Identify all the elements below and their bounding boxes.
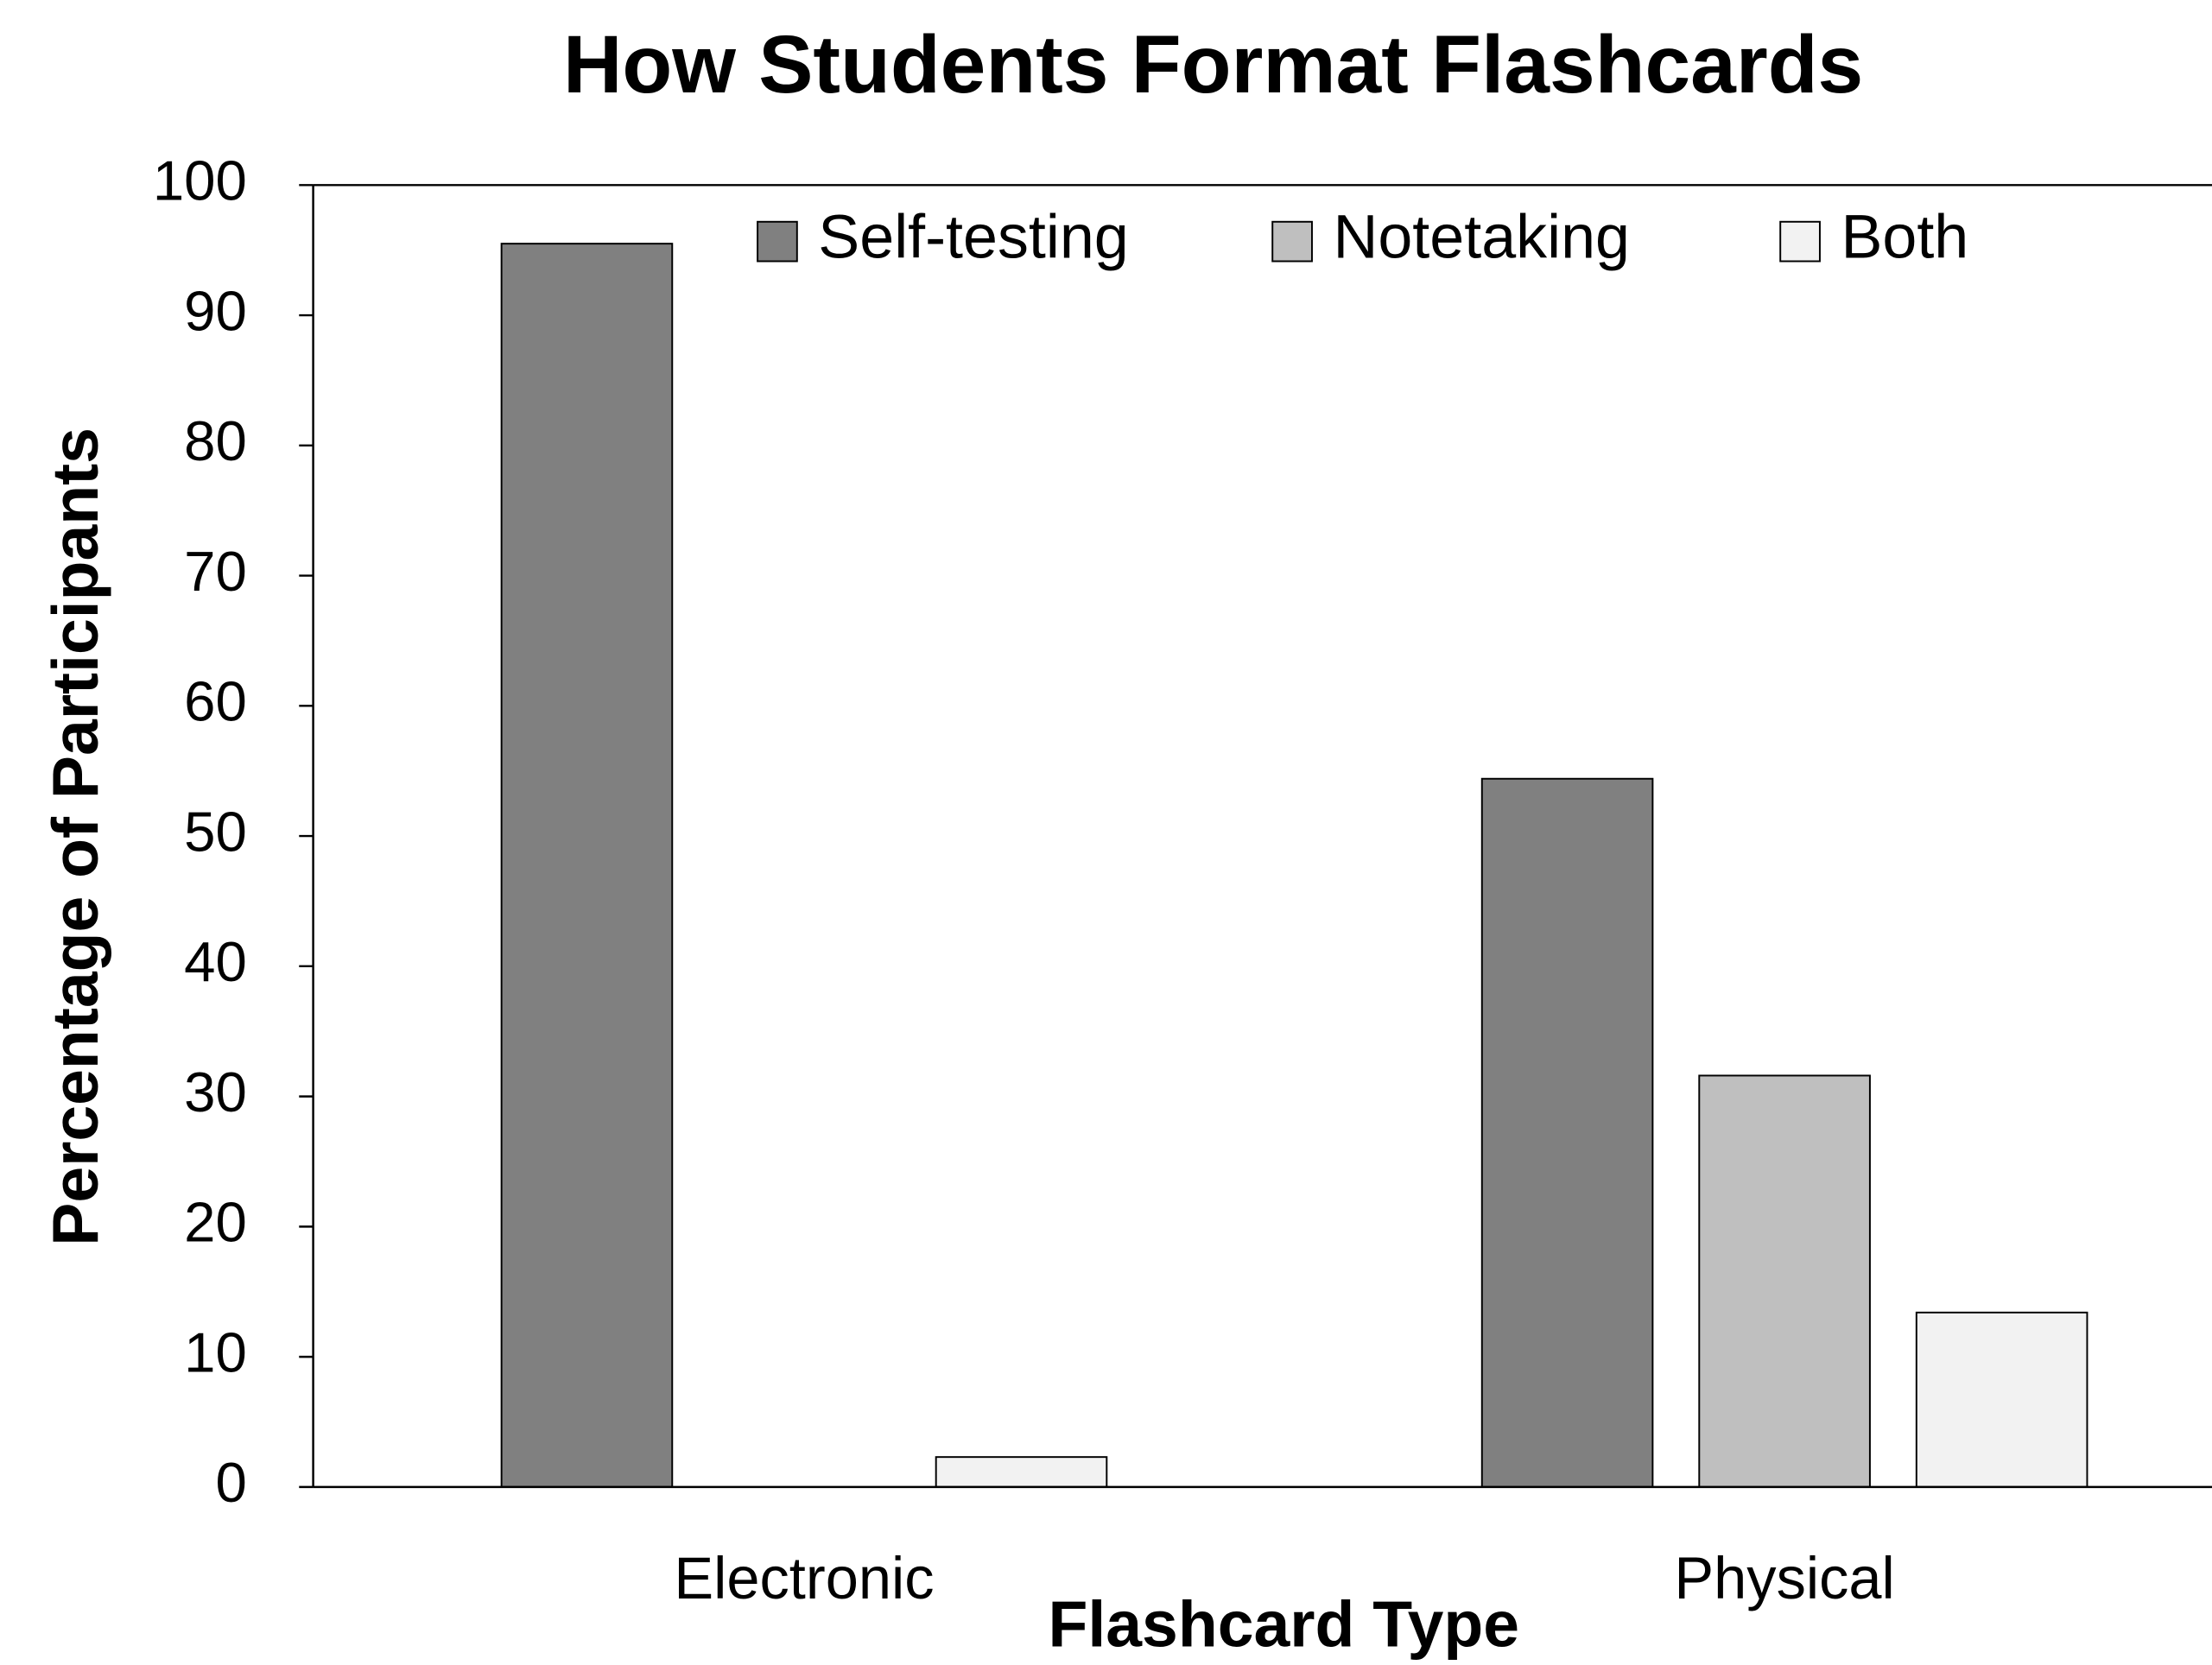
- y-tick-label: 0: [215, 1451, 246, 1514]
- bar: [935, 1456, 1108, 1488]
- y-axis-title: Percentage of Participants: [39, 427, 111, 1246]
- legend-label: Self-testing: [818, 203, 1128, 272]
- y-tick-label: 60: [184, 670, 247, 733]
- legend-swatch: [1779, 220, 1821, 263]
- bar: [1915, 1311, 2088, 1488]
- chart-title: How Students Format Flashcards: [563, 19, 1863, 111]
- y-tick-label: 80: [184, 409, 247, 472]
- bar: [1698, 1074, 1871, 1488]
- y-tick-label: 100: [153, 149, 247, 212]
- legend-swatch: [757, 220, 798, 263]
- y-tick-label: 30: [184, 1060, 247, 1124]
- legend-label: Both: [1841, 203, 1968, 272]
- bar: [1480, 777, 1654, 1488]
- y-tick-label: 20: [184, 1191, 247, 1254]
- x-tick-label: Electronic: [674, 1545, 934, 1611]
- x-tick-label: Physical: [1674, 1545, 1894, 1611]
- y-tick-label: 70: [184, 540, 247, 603]
- legend-swatch: [1271, 220, 1313, 263]
- y-tick-label: 10: [184, 1320, 247, 1383]
- y-tick-label: 90: [184, 279, 247, 342]
- y-tick-label: 50: [184, 800, 247, 863]
- legend-label: Notetaking: [1333, 203, 1630, 272]
- x-axis-title: Flashcard Type: [1049, 1588, 1520, 1661]
- bar: [500, 243, 674, 1488]
- y-tick-label: 40: [184, 930, 247, 993]
